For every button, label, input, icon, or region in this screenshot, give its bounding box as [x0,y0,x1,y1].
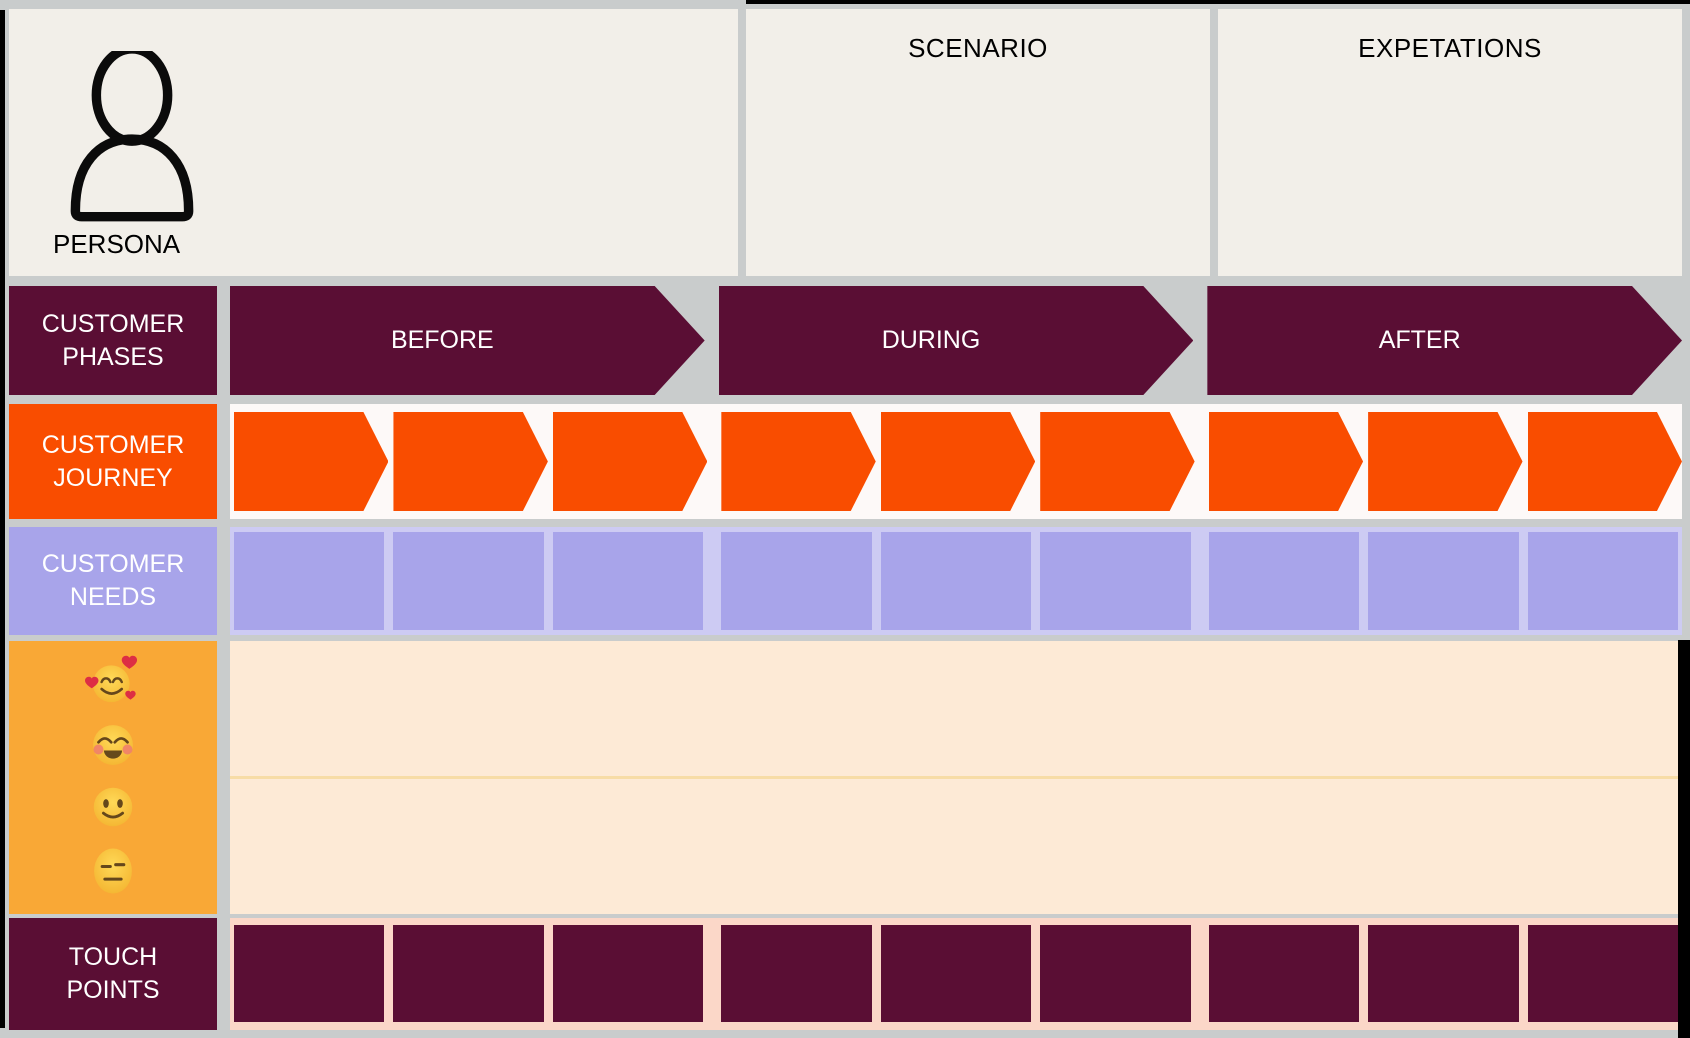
customer-need-cell[interactable] [1527,532,1678,630]
persona-panel[interactable]: PERSONA [9,9,738,276]
customer-phases-row: CUSTOMER PHASES BEFORE DURING AFTER [9,286,1682,395]
touch-points-label: TOUCH POINTS [9,918,217,1030]
customer-need-cell[interactable] [1040,532,1191,630]
scenario-panel[interactable]: SCENARIO [746,9,1210,276]
customer-need-cell[interactable] [880,532,1032,630]
emotions-graph-area[interactable] [230,641,1682,914]
needs-group [234,532,704,630]
customer-need-cell[interactable] [1368,532,1519,630]
customer-need-cell[interactable] [721,532,872,630]
smiling-face-with-hearts-icon [85,655,138,702]
slightly-smiling-face-icon [93,788,133,827]
needs-group [1208,532,1678,630]
journey-step-arrow[interactable] [1040,412,1194,511]
phase-arrows: BEFORE DURING AFTER [230,286,1682,395]
phase-arrow-before[interactable]: BEFORE [230,286,705,395]
page-edge-right [1678,640,1690,1038]
phase-arrow-during[interactable]: DURING [719,286,1194,395]
touch-point-cell[interactable] [721,925,872,1022]
customer-need-cell[interactable] [234,532,385,630]
customer-need-cell[interactable] [1208,532,1360,630]
journey-step-arrow[interactable] [553,412,707,511]
phase-arrow-label: AFTER [1378,326,1461,354]
journey-step-arrow[interactable] [234,412,388,511]
expectations-panel[interactable]: EXPETATIONS [1218,9,1682,276]
touch-point-cell[interactable] [552,925,704,1022]
touch-cells [230,918,1682,1030]
needs-cells [230,527,1682,635]
customer-phases-label: CUSTOMER PHASES [9,286,217,395]
touch-point-cell[interactable] [234,925,385,1022]
touch-point-cell[interactable] [880,925,1032,1022]
touch-point-cell[interactable] [1208,925,1360,1022]
phase-arrow-label: BEFORE [390,326,494,354]
touch-group [234,925,704,1022]
touch-group [1208,925,1678,1022]
expectations-panel-label: EXPETATIONS [1358,33,1542,63]
journey-step-arrow[interactable] [1209,412,1363,511]
customer-journey-label: CUSTOMER JOURNEY [9,404,217,519]
scenario-panel-label: SCENARIO [908,33,1048,63]
touch-group [721,925,1191,1022]
journey-steps [230,404,1682,519]
customer-needs-row: CUSTOMER NEEDS [9,527,1682,635]
page-edge-left [0,10,5,1028]
touch-points-row: TOUCH POINTS [9,918,1682,1030]
journey-step-arrow[interactable] [393,412,547,511]
needs-group [721,532,1191,630]
person-icon [70,51,194,222]
touch-point-cell[interactable] [1368,925,1519,1022]
touch-point-cell[interactable] [393,925,544,1022]
customer-need-cell[interactable] [552,532,704,630]
journey-step-arrow[interactable] [1528,412,1682,511]
journey-step-arrow[interactable] [721,412,875,511]
journey-group [1209,412,1682,511]
journey-group [234,412,707,511]
emotions-row [9,641,1682,914]
page-edge-top [746,0,1690,4]
phase-arrow-after[interactable]: AFTER [1207,286,1682,395]
smiling-face-blushing-icon [93,724,133,765]
persona-panel-label: PERSONA [53,229,181,259]
phase-arrow-label: DURING [881,326,981,354]
touch-point-cell[interactable] [1040,925,1191,1022]
journey-group [721,412,1194,511]
customer-journey-row: CUSTOMER JOURNEY [9,404,1682,519]
customer-needs-label: CUSTOMER NEEDS [9,527,217,635]
journey-step-arrow[interactable] [1368,412,1522,511]
emotions-scale-column [9,641,217,914]
customer-need-cell[interactable] [393,532,544,630]
expressionless-face-icon [94,848,132,894]
journey-step-arrow[interactable] [881,412,1035,511]
top-panels-row: PERSONA SCENARIO EXPETATIONS [9,9,1682,276]
touch-point-cell[interactable] [1527,925,1678,1022]
emotion-baseline [230,775,1682,779]
